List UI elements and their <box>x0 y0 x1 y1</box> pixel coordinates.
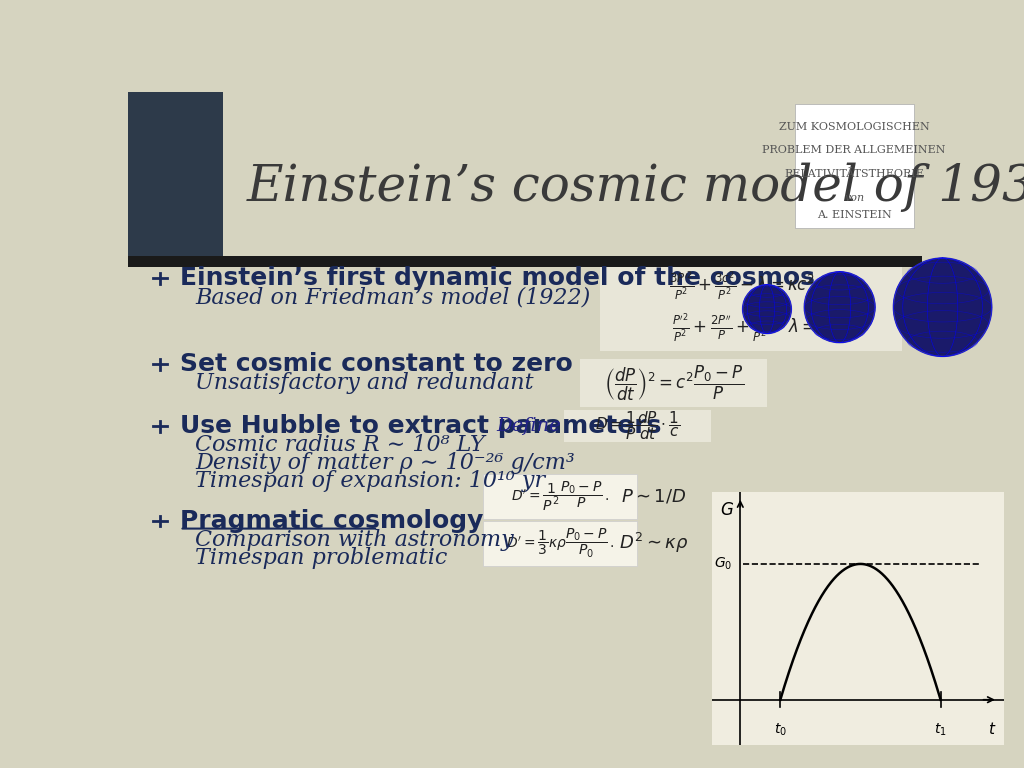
Text: Pragmatic cosmology: Pragmatic cosmology <box>179 509 483 533</box>
FancyBboxPatch shape <box>600 265 902 310</box>
Text: $D = \dfrac{1}{P}\dfrac{dP}{dt}\cdot\dfrac{1}{c}$: $D = \dfrac{1}{P}\dfrac{dP}{dt}\cdot\dfr… <box>595 409 680 442</box>
FancyBboxPatch shape <box>600 306 902 350</box>
Circle shape <box>893 258 992 356</box>
Text: $G$: $G$ <box>720 501 733 518</box>
Text: $D^2 \sim \kappa\rho$: $D^2 \sim \kappa\rho$ <box>620 531 689 555</box>
Text: Comparison with astronomy: Comparison with astronomy <box>196 529 514 551</box>
Text: $t_0$: $t_0$ <box>774 721 786 738</box>
Text: $\frac{P^{\prime 2}}{P^2} + \frac{2P^{\prime\prime}}{P} + \frac{c^2}{P^2} - \lam: $\frac{P^{\prime 2}}{P^2} + \frac{2P^{\p… <box>672 312 830 345</box>
FancyBboxPatch shape <box>795 104 913 228</box>
Text: Density of matter ρ ∼ 10⁻²⁶ g/cm³: Density of matter ρ ∼ 10⁻²⁶ g/cm³ <box>196 452 575 474</box>
Text: von: von <box>844 193 864 203</box>
Text: Define: Define <box>497 417 561 435</box>
Text: $D' = \dfrac{1}{3}\kappa\rho\dfrac{P_0 - P}{P_0}\,.$: $D' = \dfrac{1}{3}\kappa\rho\dfrac{P_0 -… <box>506 527 614 560</box>
Bar <box>128 92 223 258</box>
Text: $\frac{3P^{\prime 2}}{P^2} + \frac{3c^2}{P^2} - \lambda = \kappa c^2 \rho\,.$: $\frac{3P^{\prime 2}}{P^2} + \frac{3c^2}… <box>669 270 834 303</box>
Text: $t_1$: $t_1$ <box>934 721 947 738</box>
Text: $D' = \dfrac{1}{P^2}\dfrac{P_0 - P}{P}\,.$: $D' = \dfrac{1}{P^2}\dfrac{P_0 - P}{P}\,… <box>511 479 609 513</box>
Text: Timespan of expansion: 10¹⁰ yr: Timespan of expansion: 10¹⁰ yr <box>196 470 546 492</box>
Text: Based on Friedman’s model (1922): Based on Friedman’s model (1922) <box>196 287 591 309</box>
Circle shape <box>742 285 792 333</box>
FancyBboxPatch shape <box>482 521 638 567</box>
Text: $P \sim 1/D$: $P \sim 1/D$ <box>622 487 687 505</box>
Text: ZUM KOSMOLOGISCHEN: ZUM KOSMOLOGISCHEN <box>779 121 930 132</box>
Text: RELATIVITÄTSTHEORIE: RELATIVITÄTSTHEORIE <box>784 169 924 179</box>
Text: $\left(\dfrac{dP}{dt}\right)^2 = c^2\dfrac{P_0 - P}{P}$: $\left(\dfrac{dP}{dt}\right)^2 = c^2\dfr… <box>604 363 744 402</box>
Text: PROBLEM DER ALLGEMEINEN: PROBLEM DER ALLGEMEINEN <box>763 145 946 155</box>
Circle shape <box>804 272 876 343</box>
Text: A. EINSTEIN: A. EINSTEIN <box>817 210 892 220</box>
Text: Use Hubble to extract parameters: Use Hubble to extract parameters <box>179 414 660 439</box>
FancyBboxPatch shape <box>581 359 767 407</box>
Text: Timespan problematic: Timespan problematic <box>196 547 447 568</box>
FancyBboxPatch shape <box>564 409 711 442</box>
Text: $G_0$: $G_0$ <box>714 556 732 572</box>
Text: Einstein’s first dynamic model of the cosmos: Einstein’s first dynamic model of the co… <box>179 266 814 290</box>
Text: Unsatisfactory and redundant: Unsatisfactory and redundant <box>196 372 535 394</box>
Text: Cosmic radius R ∼ 10⁸ LY: Cosmic radius R ∼ 10⁸ LY <box>196 434 485 456</box>
Text: Set cosmic constant to zero: Set cosmic constant to zero <box>179 353 572 376</box>
FancyBboxPatch shape <box>482 474 638 519</box>
Bar <box>128 256 922 266</box>
Text: $t$: $t$ <box>988 721 996 737</box>
Text: Einstein’s cosmic model of 1931: Einstein’s cosmic model of 1931 <box>247 162 1024 211</box>
